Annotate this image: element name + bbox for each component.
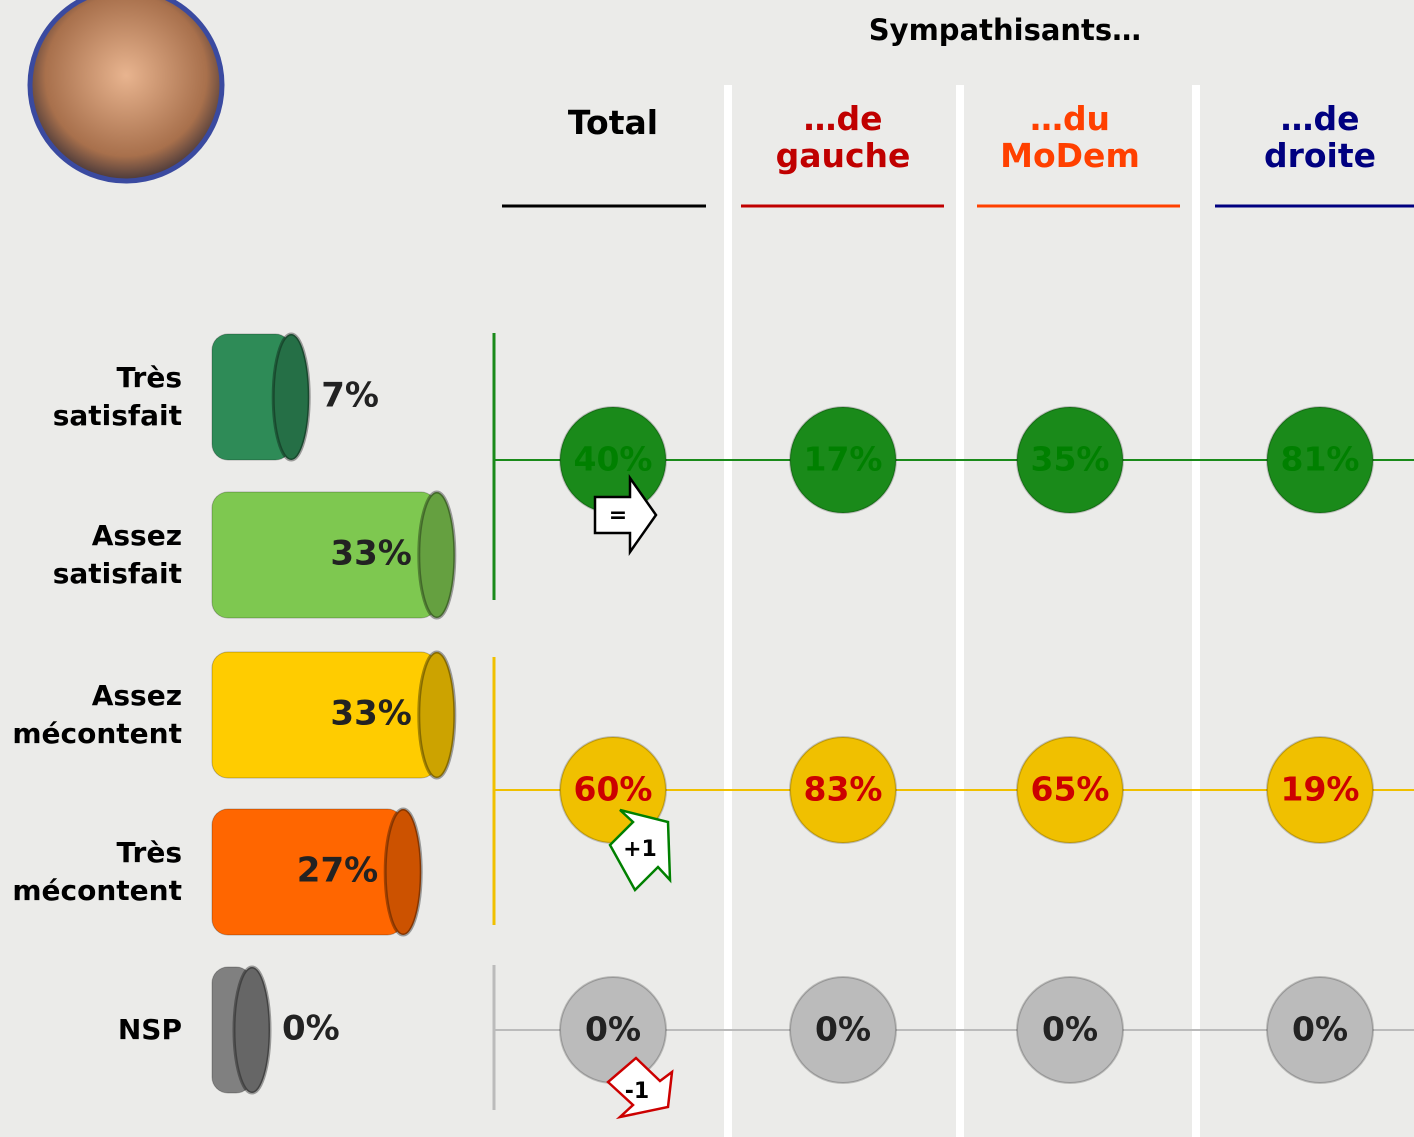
bubble (789, 736, 897, 844)
change-arrow (608, 808, 672, 893)
bar-label: 7% (321, 376, 379, 416)
bubble (1016, 736, 1124, 844)
bubble-label: 0% (1292, 1010, 1348, 1049)
column-header: …du MoDem (1000, 99, 1140, 175)
column-header: …de gauche (775, 99, 911, 175)
change-arrow (593, 474, 658, 556)
column-header: Total (567, 103, 659, 142)
row-label: Assez satisfait (52, 519, 182, 590)
bar-cap (417, 650, 457, 780)
bubble (789, 406, 897, 514)
change-label: = (609, 503, 627, 528)
bubble-label: 60% (574, 770, 653, 809)
bar-cap (232, 965, 272, 1095)
header-title: Sympathisants… (868, 13, 1142, 47)
bubble-label: 19% (1281, 770, 1360, 809)
bubble-label: 0% (1042, 1010, 1098, 1049)
bar-label: 0% (282, 1009, 340, 1049)
bar-label: 33% (330, 694, 411, 734)
bar-cap (383, 807, 423, 937)
row-label: NSP (117, 1013, 182, 1046)
bubble-label: 35% (1031, 440, 1110, 479)
bubble (1266, 406, 1374, 514)
bubble (1266, 736, 1374, 844)
change-arrow (606, 1056, 674, 1120)
column-separators (724, 85, 1200, 1137)
bubble (789, 976, 897, 1084)
row-label: Très mécontent (12, 836, 182, 907)
bubble (1016, 406, 1124, 514)
change-label: +1 (623, 837, 657, 862)
row-label: Très satisfait (52, 361, 182, 432)
bar-cap (417, 490, 457, 620)
bubble-label: 81% (1281, 440, 1360, 479)
portrait (27, 0, 225, 184)
bar-cap (271, 332, 311, 462)
bubble-label: 17% (804, 440, 883, 479)
bar-label: 27% (297, 851, 378, 891)
column-header: …de droite (1263, 99, 1377, 175)
bubble-label: 0% (815, 1010, 871, 1049)
bubble (1016, 976, 1124, 1084)
bubble (1266, 976, 1374, 1084)
bar-label: 33% (330, 534, 411, 574)
bubble-label: 65% (1031, 770, 1110, 809)
bubble-label: 83% (804, 770, 883, 809)
row-label: Assez mécontent (12, 679, 182, 750)
bubble-label: 40% (574, 440, 653, 479)
change-label: -1 (625, 1079, 649, 1104)
bubble-label: 0% (585, 1010, 641, 1049)
